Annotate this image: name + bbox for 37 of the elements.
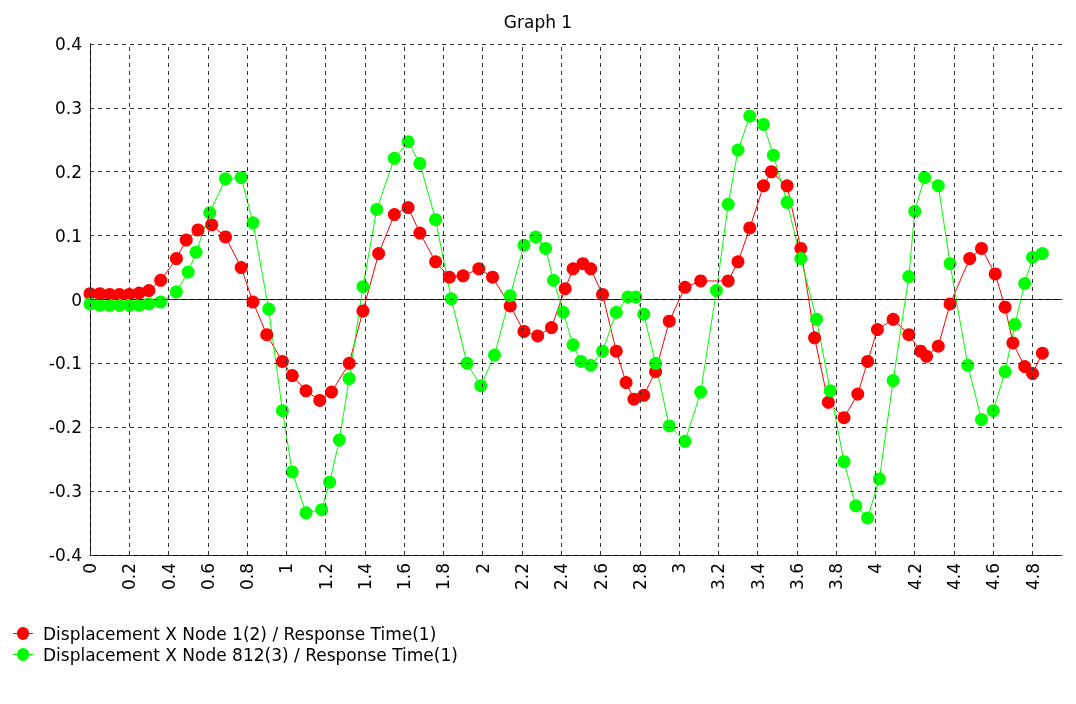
x-tick-label: 2.8 [629, 563, 650, 591]
x-tick-label: 1.6 [394, 563, 415, 591]
x-tick-label: 3.4 [747, 563, 768, 591]
x-tick-label: 3.2 [708, 563, 729, 591]
y-tick-label: 0.2 [54, 161, 82, 182]
x-tick-label: 2.6 [590, 563, 611, 591]
y-tick-label: -0.2 [48, 417, 82, 438]
y-tick-label: 0.4 [54, 34, 82, 54]
legend-label: Displacement X Node 812(3) / Response Time(1) [43, 644, 458, 665]
x-tick-label: 4.4 [944, 563, 964, 591]
x-tick-label: 1 [276, 563, 297, 574]
x-tick-label: 4.8 [1022, 563, 1043, 591]
x-tick-label: 4.6 [983, 563, 1004, 591]
x-tick-label: 0.2 [119, 563, 140, 591]
y-tick-label: 0.3 [54, 97, 82, 118]
y-tick-label: 0.1 [54, 225, 82, 246]
y-tick-label: -0.1 [48, 353, 82, 374]
y-tick-label: -0.4 [48, 545, 82, 565]
x-tick-label: 3 [669, 563, 690, 574]
y-tick-label: -0.3 [48, 481, 82, 502]
y-tick-label: 0 [71, 289, 82, 310]
legend-label: Displacement X Node 1(2) / Response Time(1) [43, 623, 437, 644]
x-tick-label: 4 [865, 563, 886, 574]
x-tick-label: 2 [472, 563, 493, 574]
x-tick-label: 1.8 [433, 563, 454, 591]
x-tick-label: 4.2 [904, 563, 925, 591]
x-tick-label: 3.8 [826, 563, 847, 591]
chart-title: Graph 1 [503, 11, 573, 32]
x-tick-label: 3.6 [786, 563, 807, 591]
x-tick-label: 0 [80, 563, 100, 574]
x-tick-label: 0.4 [158, 563, 179, 591]
x-tick-label: 0.6 [197, 563, 218, 591]
x-tick-label: 1.2 [315, 563, 336, 591]
x-tick-label: 1.4 [354, 563, 375, 591]
x-tick-label: 2.2 [512, 563, 532, 591]
x-tick-label: 2.4 [551, 563, 572, 591]
x-tick-label: 0.8 [237, 563, 258, 591]
